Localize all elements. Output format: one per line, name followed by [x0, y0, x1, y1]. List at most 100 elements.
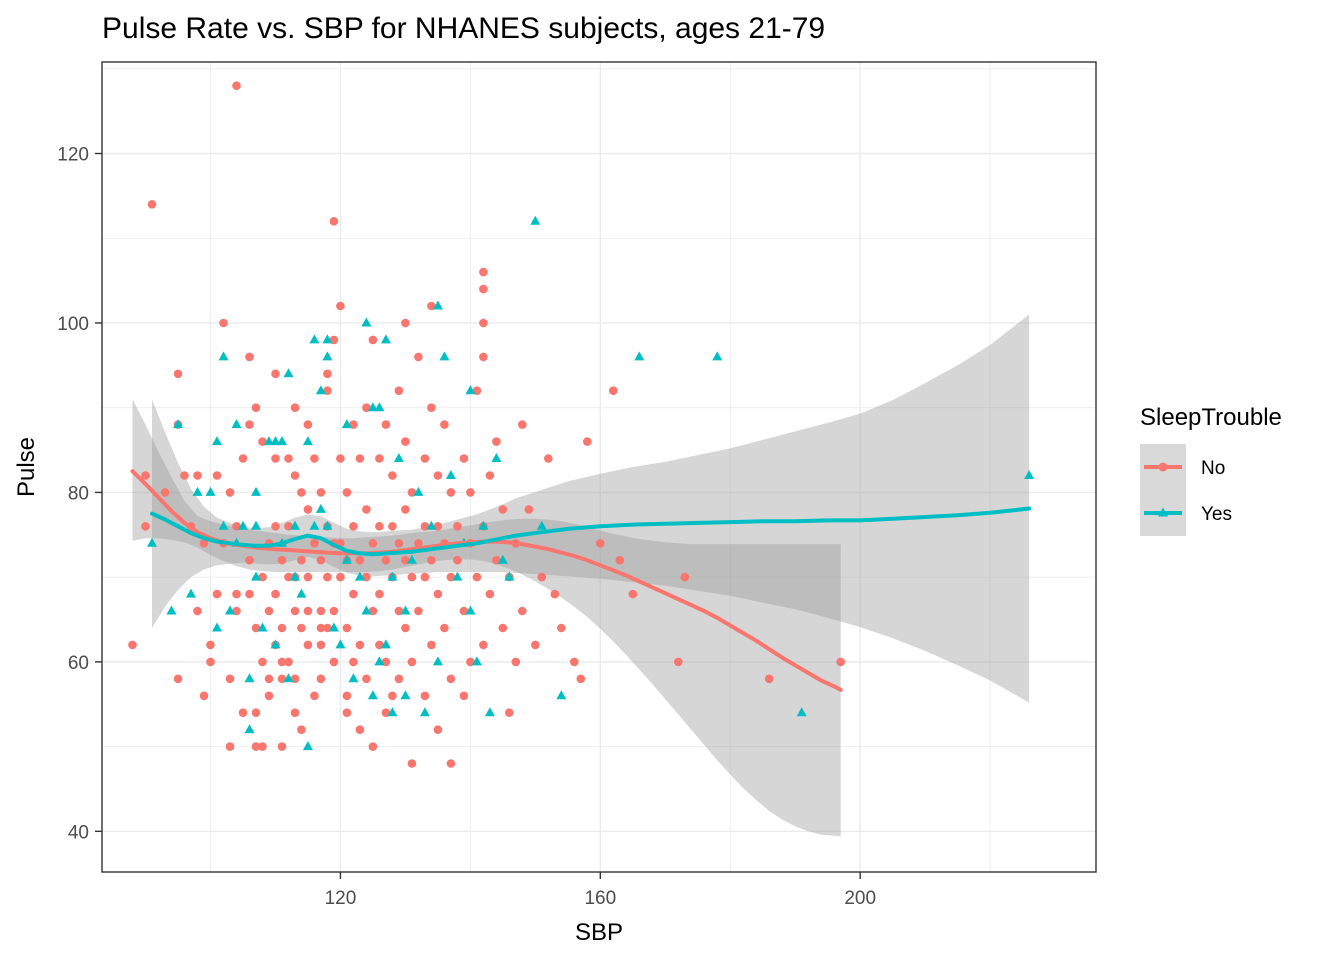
point-no [277, 657, 287, 667]
confidence-ribbons [132, 314, 1030, 837]
point-yes [367, 690, 378, 700]
y-tick-label: 60 [68, 653, 89, 674]
point-no [290, 674, 300, 684]
point-yes [296, 588, 307, 598]
point-no [492, 437, 501, 446]
point-no [375, 589, 384, 599]
point-no [264, 606, 274, 616]
point-no [433, 725, 443, 734]
point-no [446, 488, 456, 497]
point-no [349, 589, 358, 599]
point-yes [367, 402, 378, 412]
point-no [316, 640, 326, 650]
point-no [277, 623, 287, 633]
point-no [368, 606, 378, 616]
confidence-band-yes [152, 314, 1030, 703]
point-yes [212, 622, 222, 632]
point-no [362, 674, 371, 684]
point-yes [341, 419, 352, 429]
point-yes [328, 622, 339, 632]
point-no [401, 437, 410, 446]
point-yes [309, 334, 320, 344]
point-no [316, 555, 326, 565]
point-no [349, 657, 358, 667]
point-no [316, 674, 326, 684]
point-yes [374, 656, 385, 666]
point-no [472, 386, 482, 396]
point-yes [432, 300, 443, 310]
point-no [375, 522, 384, 531]
point-no [297, 725, 306, 734]
point-no [245, 352, 254, 362]
point-no [407, 657, 417, 667]
point-no [277, 555, 287, 565]
point-yes [556, 690, 567, 700]
point-yes [244, 673, 255, 683]
point-yes [335, 639, 346, 649]
point-yes [354, 571, 365, 581]
point-no [284, 572, 293, 582]
point-no [615, 555, 625, 565]
data-points [128, 81, 1035, 768]
point-no [355, 555, 365, 565]
point-no [394, 674, 404, 684]
point-no [173, 674, 183, 684]
point-no [297, 623, 306, 633]
point-yes [361, 605, 372, 615]
point-no [336, 454, 345, 463]
point-yes [432, 656, 443, 666]
point-no [557, 623, 566, 633]
point-no [232, 589, 241, 599]
point-no [238, 708, 248, 717]
plot-panel-background [102, 62, 1096, 872]
point-yes [413, 486, 424, 496]
point-no [323, 623, 332, 633]
point-no [427, 555, 436, 565]
point-yes [205, 486, 216, 496]
point-no [290, 708, 300, 717]
point-no [245, 555, 254, 565]
point-yes [322, 334, 333, 344]
y-tick-label: 100 [57, 314, 89, 335]
point-yes [270, 436, 281, 446]
point-no [310, 454, 319, 463]
point-no [459, 606, 469, 616]
point-yes [530, 215, 541, 225]
point-no [446, 759, 456, 768]
point-no [303, 505, 313, 514]
point-no [375, 640, 384, 650]
point-no [446, 572, 456, 582]
point-no [381, 420, 391, 429]
point-yes [406, 554, 417, 564]
point-no [193, 471, 202, 480]
point-no [388, 522, 397, 531]
point-no [258, 572, 267, 582]
point-no [420, 454, 430, 463]
point-no [297, 488, 306, 497]
point-no [420, 691, 430, 701]
point-no [440, 623, 449, 633]
point-no [303, 420, 313, 429]
point-no [193, 606, 202, 616]
point-yes [426, 520, 437, 530]
point-no [381, 708, 391, 717]
point-yes [504, 571, 515, 581]
point-no [427, 640, 436, 650]
point-no [485, 471, 495, 480]
point-no [479, 267, 488, 277]
point-yes [439, 351, 450, 361]
point-no [212, 471, 222, 480]
point-no [414, 539, 423, 548]
point-no [316, 488, 326, 497]
point-no [251, 623, 261, 633]
point-no [381, 555, 391, 565]
point-no [446, 674, 456, 684]
point-no [251, 403, 261, 413]
legend-label-no: No [1201, 458, 1225, 479]
point-no [284, 454, 293, 463]
point-no [342, 708, 352, 717]
legend-marker-no [1158, 462, 1168, 472]
point-no [394, 539, 404, 548]
point-no [271, 369, 280, 379]
point-no [316, 623, 326, 633]
